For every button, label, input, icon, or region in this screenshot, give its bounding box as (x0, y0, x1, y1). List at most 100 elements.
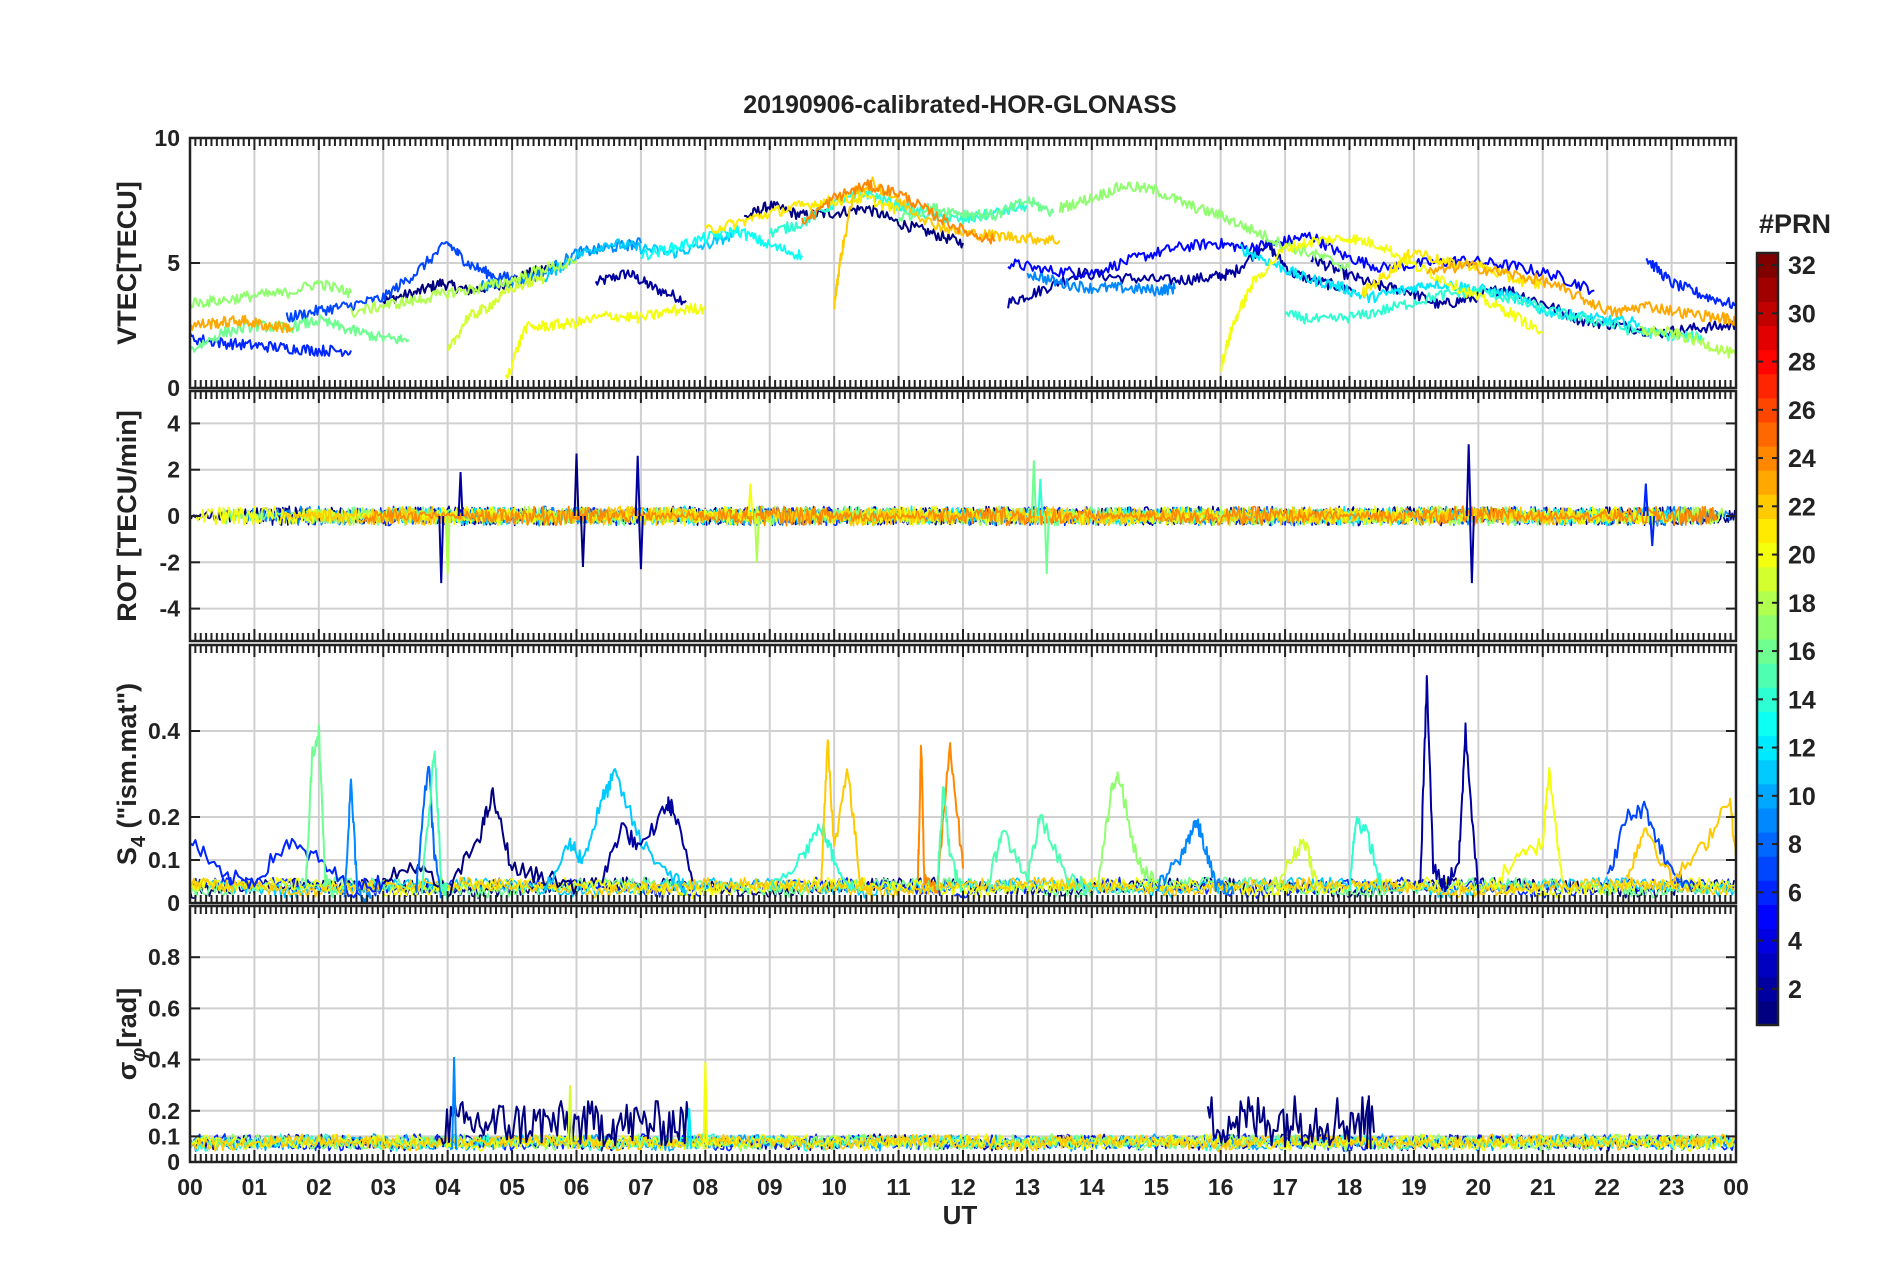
x-tick-label: 23 (1659, 1174, 1685, 1200)
y-tick-label: 0.6 (148, 995, 180, 1021)
colorbar-segment (1757, 470, 1778, 495)
colorbar-tick-label: 6 (1788, 879, 1802, 907)
colorbar-tick-label: 20 (1788, 542, 1816, 570)
y-tick-label: 0 (167, 1149, 180, 1175)
panel-sigma_phi: 00.10.2 0.4 0.6 0.8 σφ[rad] (112, 904, 1738, 1175)
colorbar-label: #PRN (1759, 209, 1831, 239)
vtec-series-prn-16 (897, 196, 1055, 222)
colorbar-segment (1757, 614, 1778, 640)
y-tick-label: 0.8 (148, 944, 180, 970)
colorbar-segment (1757, 783, 1778, 809)
sigma-spike (1365, 1095, 1372, 1150)
minor-ticks (189, 391, 1737, 641)
colorbar-segment (1757, 277, 1778, 302)
y-axis-label-sub: 4 (128, 835, 150, 847)
s4-series-prn-22 (1625, 797, 1736, 888)
rot-spike (1465, 444, 1472, 517)
colorbar-tick-label: 22 (1788, 493, 1816, 521)
colorbar-segment (1757, 590, 1778, 616)
y-axis-label: S4 ("ism.mat") (112, 683, 150, 865)
s4-series-prn-14 (1348, 816, 1383, 891)
vtec-series-prn-18 (350, 257, 578, 318)
colorbar-segment (1757, 421, 1778, 447)
x-tick-label: 08 (693, 1174, 719, 1200)
minor-ticks (189, 138, 1737, 388)
y-tick-label: 0.4 (148, 718, 180, 744)
x-tick-label: 19 (1401, 1174, 1427, 1200)
colorbar-segment (1757, 952, 1778, 978)
y-tick-label: 2 (167, 457, 180, 483)
vtec-series-prn-16 (190, 314, 409, 353)
s4-series-prn-15 (936, 786, 964, 893)
colorbar-segment (1757, 687, 1778, 712)
vtec-series-prn-7 (285, 241, 526, 323)
s4-series-prn-16 (304, 724, 339, 899)
x-tick-label: 01 (242, 1174, 268, 1200)
colorbar-segment (1757, 928, 1778, 954)
colorbar-tick-label: 4 (1788, 928, 1802, 956)
panel-frame (188, 643, 1738, 905)
colorbar-tick-label: 28 (1788, 349, 1816, 377)
sigma-baseline-prn-20 (190, 1133, 1735, 1153)
rot-series-prn-24 (363, 505, 1718, 527)
panel-frame (188, 389, 1738, 643)
vtec-series-prn-17 (1058, 181, 1351, 271)
rot-spike (1649, 515, 1656, 547)
colorbar-segment (1757, 807, 1778, 833)
s4-series-prn-9 (343, 778, 372, 903)
x-tick-label: 13 (1015, 1174, 1041, 1200)
panel-frame (188, 904, 1738, 1164)
rot-spike (573, 453, 580, 517)
x-tick-label: 00 (1723, 1174, 1749, 1200)
sigma-spike (702, 1062, 709, 1150)
colorbar-segment (1757, 639, 1778, 664)
colorbar-tick-label: 24 (1788, 445, 1816, 473)
colorbar-segment (1757, 976, 1778, 1002)
colorbar-segment (1757, 301, 1778, 326)
colorbar-segment (1757, 880, 1778, 905)
rot-spike (637, 515, 644, 570)
sigma-band-prn-1 (440, 1100, 692, 1147)
chart-title: 20190906-calibrated-HOR-GLONASS (743, 91, 1176, 119)
rot-spike (438, 515, 445, 584)
rot-spike (444, 515, 451, 574)
colorbar-segment (1757, 518, 1778, 544)
x-axis: 00 01 02 03 04 05 06 07 08 09 10 11 12 13 14 15 16 17 18 19… (177, 1174, 1749, 1200)
x-tick-label: 02 (306, 1174, 332, 1200)
rot-spike (634, 455, 641, 517)
y-tick-label: 10 (154, 125, 180, 151)
y-axis-label-main: σ (112, 1062, 142, 1080)
s4-series-prn-24 (916, 742, 964, 894)
x-tick-label: 06 (564, 1174, 590, 1200)
colorbar-segment (1757, 759, 1778, 785)
vtec-series-prn-12 (1239, 243, 1641, 329)
s4-series-prn-14 (768, 822, 855, 892)
colorbar-tick-label: 30 (1788, 300, 1816, 328)
y-axis-label-sub: φ (128, 1048, 150, 1062)
y-tick-label: 0.1 (148, 1123, 180, 1149)
y-axis-label: σφ[rad] (112, 988, 150, 1081)
rot-spike (1037, 478, 1044, 517)
vtec-series-prn-19 (447, 273, 546, 351)
colorbar-segment (1757, 1000, 1778, 1026)
s4-series-prn-9 (1156, 818, 1235, 897)
x-tick-label: 03 (370, 1174, 396, 1200)
colorbar-segment (1757, 253, 1778, 278)
s4-series-prn-20 (1490, 767, 1564, 891)
sigma-baseline-prn-22 (190, 1133, 1735, 1153)
x-tick-label: 04 (435, 1174, 461, 1200)
x-tick-label: 09 (757, 1174, 783, 1200)
vtec-series-prn-23 (190, 314, 294, 334)
sigma-spike (686, 1108, 693, 1150)
x-tick-label: 18 (1337, 1174, 1363, 1200)
s4-series-prn-7 (1606, 800, 1692, 891)
colorbar-tick-label: 18 (1788, 590, 1816, 618)
sigma-spike (451, 1057, 458, 1150)
s4-series-prn-2 (1419, 675, 1480, 895)
x-tick-label: 12 (950, 1174, 976, 1200)
minor-ticks (189, 645, 1737, 903)
panel-rot: -4 -2 0 2 4 ROT [TECU/min] (112, 389, 1738, 643)
colorbar-tick-label: 10 (1788, 783, 1816, 811)
